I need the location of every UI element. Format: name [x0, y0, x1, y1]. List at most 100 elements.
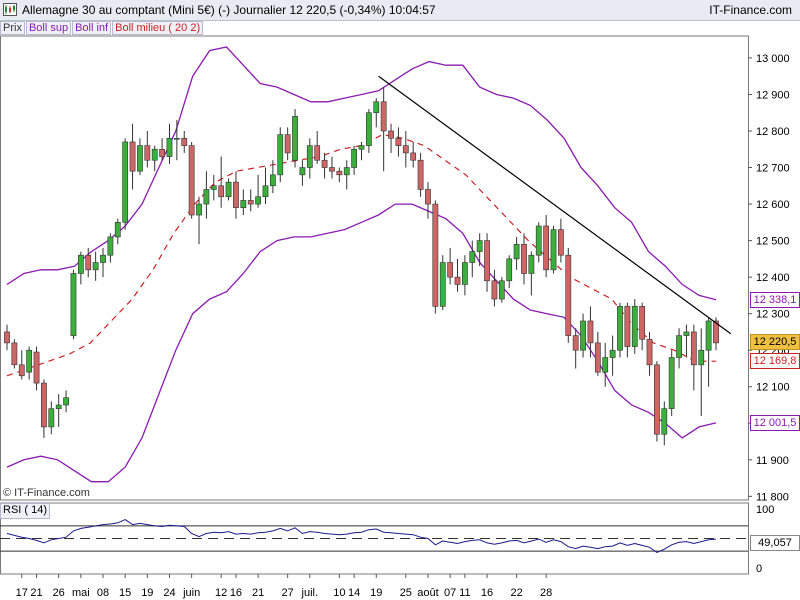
candle-body-down: [425, 189, 431, 205]
candle: [543, 215, 550, 278]
candle: [558, 218, 564, 263]
candle-body-up: [343, 167, 350, 176]
candle-body-up: [306, 145, 313, 168]
x-tick-label: 28: [540, 587, 552, 599]
candle-body-down: [159, 148, 165, 157]
candle-body-down: [11, 342, 18, 366]
candle-body-up: [698, 349, 705, 366]
x-tick-label: 22: [510, 587, 522, 599]
y-tick-label: 12 300: [756, 309, 790, 321]
candle: [321, 152, 328, 179]
candle-body-down: [690, 331, 697, 366]
candle-body-down: [336, 170, 343, 176]
candle-body-up: [48, 408, 55, 428]
candle-body-up: [535, 225, 542, 256]
candle-body-up: [203, 189, 210, 205]
candle: [705, 317, 712, 387]
candle: [41, 379, 47, 438]
chart-header: Allemagne 30 au comptant (Mini 5€) (-) J…: [0, 0, 800, 21]
candle: [70, 269, 77, 340]
candle: [402, 130, 409, 168]
last-price-tag: 12 220,5: [750, 334, 800, 350]
candle-body-up: [602, 357, 609, 373]
legend-item-boll-inf[interactable]: Boll inf: [72, 21, 112, 35]
candle-body-up: [255, 196, 261, 205]
y-tick-label: 12 400: [756, 272, 790, 284]
candle-body-down: [521, 243, 527, 274]
candle: [299, 160, 306, 186]
x-tick-label: 21: [30, 587, 42, 599]
candle: [476, 233, 483, 267]
candle: [462, 255, 468, 296]
candle: [314, 130, 321, 164]
y-tick-label: 11 900: [756, 455, 789, 467]
legend-item-boll-sup[interactable]: Boll sup: [25, 21, 72, 35]
candle-body-up: [609, 349, 616, 358]
candle-body-up: [513, 243, 520, 260]
candle-body-down: [181, 137, 188, 146]
candle-body-down: [129, 141, 136, 172]
rsi-label[interactable]: RSI ( 14): [0, 503, 51, 519]
candle: [92, 251, 99, 281]
legend-item-boll-milieu[interactable]: Boll milieu ( 20 2): [112, 21, 204, 35]
candle-body-up: [462, 262, 468, 285]
candle: [432, 200, 439, 314]
candle: [624, 302, 631, 358]
candle: [218, 156, 225, 208]
candle-body-down: [144, 145, 151, 161]
candle-body-up: [358, 145, 365, 150]
candle: [373, 98, 380, 128]
candle: [690, 324, 697, 391]
trend-line: [378, 75, 732, 335]
x-tick-label: 14: [348, 587, 360, 599]
x-tick-label: 21: [252, 587, 264, 599]
candle-body-up: [277, 134, 284, 176]
candle-body-up: [366, 112, 372, 146]
rsi-value-tag: 49,057: [750, 535, 800, 551]
copyright-label: © IT-Finance.com: [3, 487, 90, 499]
x-tick-label: 24: [163, 587, 175, 599]
x-tick-label: 08: [97, 587, 109, 599]
y-tick-label: 13 000: [756, 53, 790, 65]
candle-body-up: [77, 254, 84, 274]
brand-name[interactable]: IT-Finance.com: [709, 3, 792, 17]
candle-body-up: [26, 349, 33, 373]
candle-body-down: [491, 280, 498, 300]
candle-body-down: [329, 167, 335, 172]
candle-body-up: [668, 357, 675, 409]
candle: [122, 138, 129, 230]
candle: [292, 109, 298, 168]
candle-body-up: [631, 306, 638, 347]
candle: [498, 277, 505, 303]
candle: [417, 152, 424, 197]
candle-body-up: [262, 185, 269, 198]
legend-item-prix[interactable]: Prix: [0, 21, 25, 35]
candle-body-down: [587, 320, 594, 344]
candle: [306, 138, 313, 179]
candle: [247, 189, 254, 212]
candle-body-up: [166, 137, 173, 157]
candle: [269, 160, 276, 194]
legend: Prix Boll sup Boll inf Boll milieu ( 20 …: [0, 21, 204, 35]
y-tick-label: 12 500: [756, 236, 790, 248]
candle: [358, 141, 365, 161]
candle: [447, 247, 454, 285]
candle-body-down: [233, 181, 239, 209]
boll-mid-line: [6, 133, 716, 377]
candle-body-up: [107, 236, 114, 256]
candle-body-up: [676, 335, 682, 358]
candle: [329, 156, 335, 179]
candle: [617, 302, 623, 358]
price-panel-frame: [0, 35, 749, 501]
candle: [565, 247, 572, 343]
candle-body-down: [4, 331, 10, 344]
y-tick-label: 12 900: [756, 89, 790, 101]
candle: [661, 401, 668, 446]
candle: [196, 196, 202, 245]
candle-body-up: [70, 273, 77, 336]
x-tick-label: 19: [141, 587, 153, 599]
candle-body-up: [373, 101, 380, 114]
candle-body-up: [269, 174, 276, 187]
candle: [683, 324, 690, 358]
